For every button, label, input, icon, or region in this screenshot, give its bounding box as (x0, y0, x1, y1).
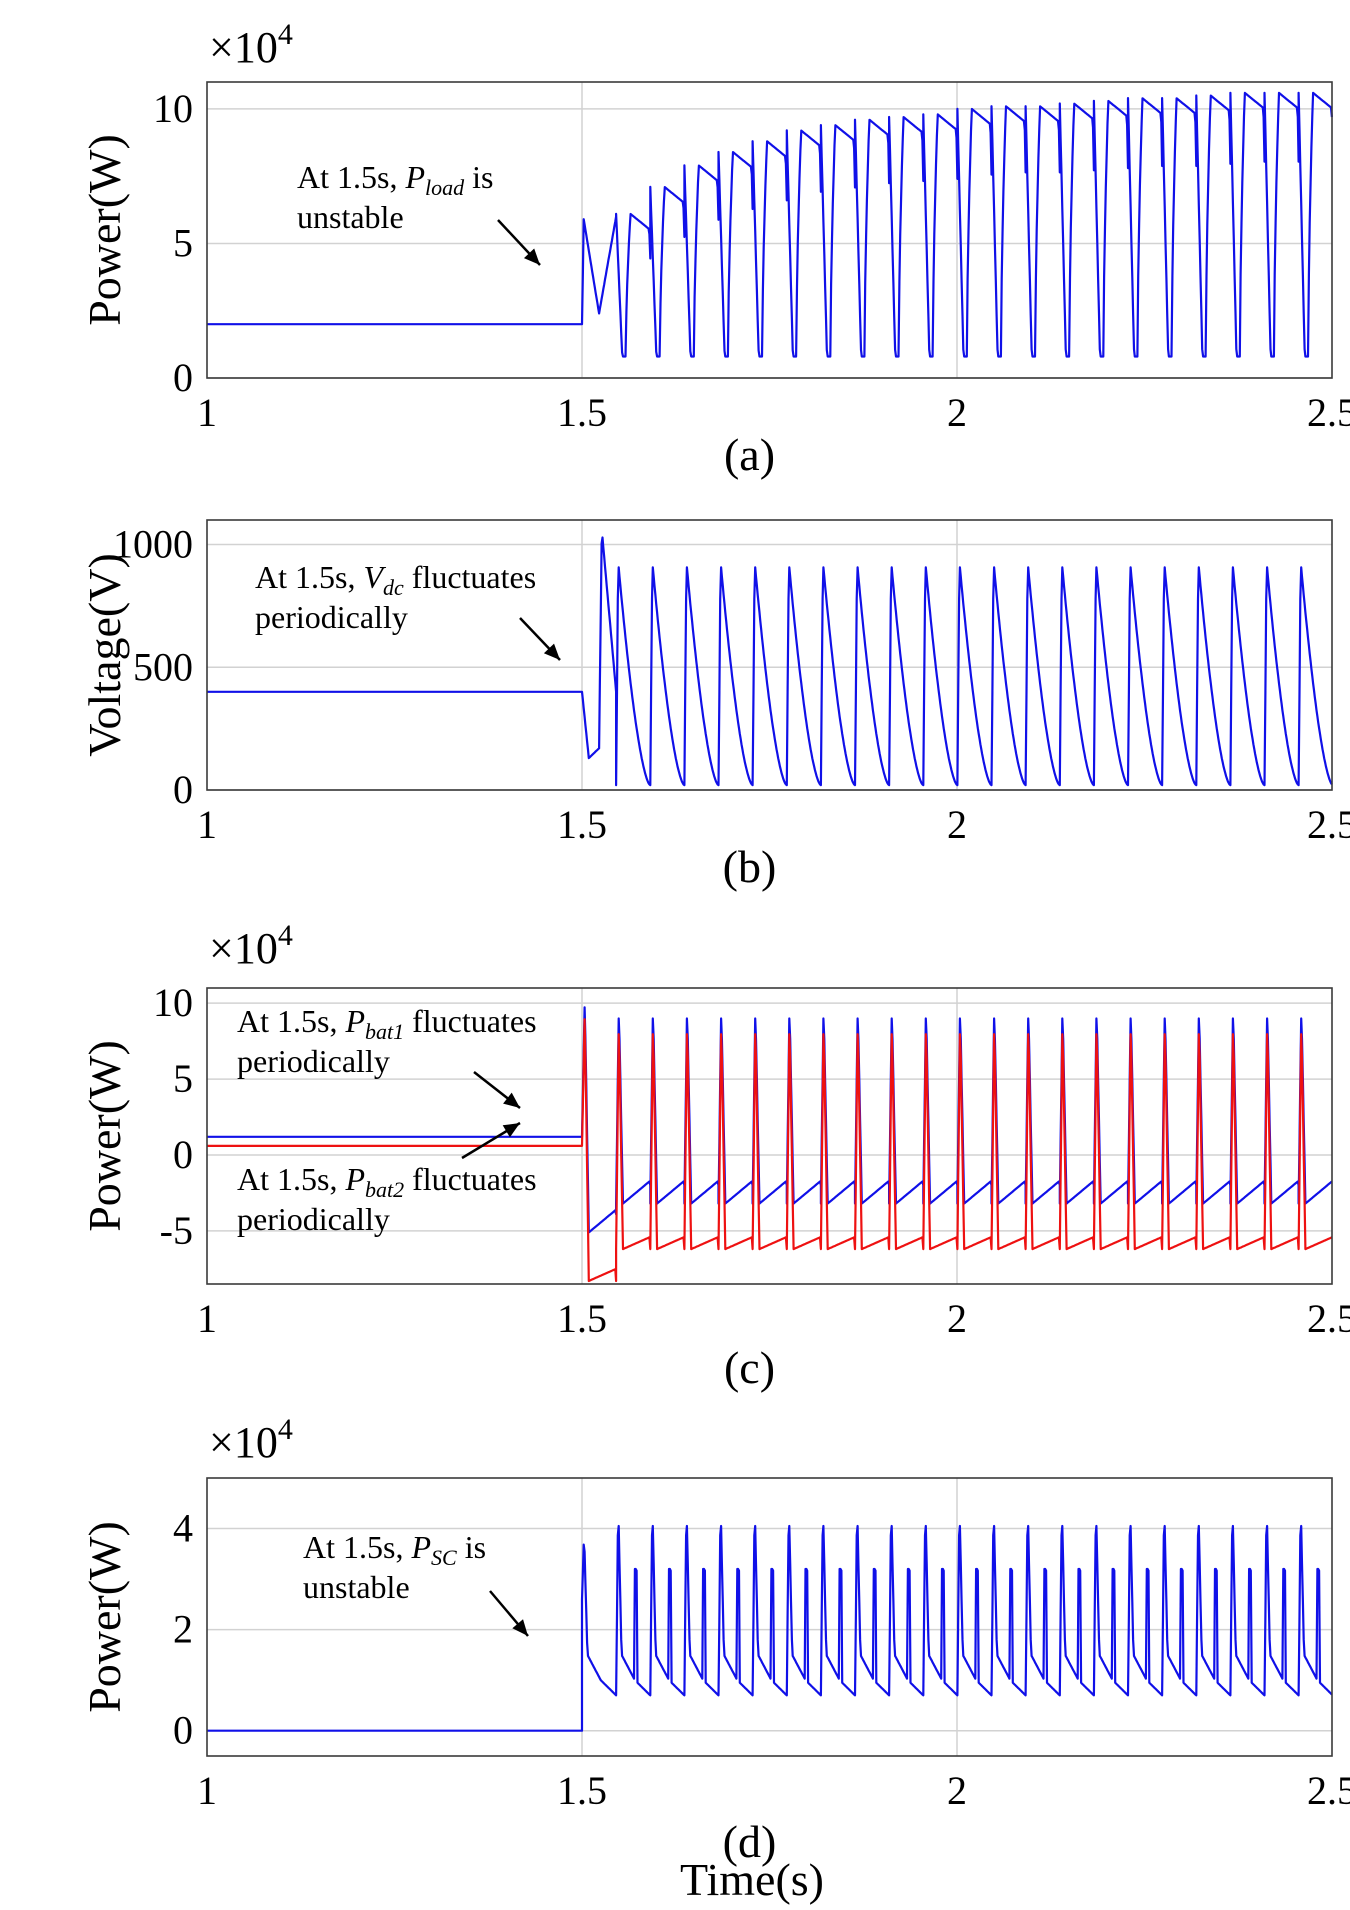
y-tick-label: 500 (133, 644, 193, 689)
arrow-head (503, 1092, 520, 1108)
annotation-text: At 1.5s, Pload is (297, 159, 493, 200)
axis-multiplier: ×104 (209, 919, 293, 973)
arrow-head (523, 248, 540, 265)
x-tick-label: 1 (197, 802, 217, 847)
y-tick-label: 5 (173, 220, 193, 265)
x-tick-label: 1.5 (557, 802, 607, 847)
panel-caption: (d) (723, 1816, 777, 1867)
series-P_bat1 (207, 1006, 1333, 1234)
x-tick-label: 2 (947, 1296, 967, 1341)
plot-frame (206, 987, 1333, 1285)
y-tick-label: 0 (173, 767, 193, 812)
x-tick-label: 2.5 (1307, 1768, 1350, 1813)
x-tick-label: 1 (197, 1296, 217, 1341)
annotation-text: At 1.5s, Pbat1 fluctuates (237, 1003, 537, 1044)
annotation-text: unstable (297, 199, 404, 235)
axis-multiplier: ×104 (209, 18, 293, 72)
y-axis-label: Power(W) (79, 1521, 130, 1713)
chart-d: 1 1.5 2 2.5 0 2 4 Power(W) ×104 (d) At 1.5s, PSC i… (79, 1413, 1350, 1867)
y-tick-label: 4 (173, 1506, 193, 1551)
x-tick-label: 2 (947, 802, 967, 847)
panel-caption: (b) (723, 841, 777, 892)
annotation-text: periodically (255, 599, 408, 635)
y-tick-label: 10 (153, 980, 193, 1025)
y-axis-label: Voltage(V) (79, 553, 130, 757)
series-V_dc (207, 536, 1333, 787)
chart-c: 1 1.5 2 2.5 -5 0 5 10 Power(W) ×104 (c) At 1.5s, Pb… (79, 919, 1350, 1393)
annotation-text: unstable (303, 1569, 410, 1605)
arrow-head (502, 1123, 520, 1138)
plot-frame (206, 81, 1333, 379)
x-tick-label: 2 (947, 390, 967, 435)
x-tick-label: 1.5 (557, 390, 607, 435)
y-tick-label: 10 (153, 86, 193, 131)
y-tick-label: 1000 (113, 522, 193, 567)
x-axis-label: Time(s) (680, 1854, 824, 1905)
series-P_SC (207, 1524, 1333, 1732)
series-P_load (207, 91, 1333, 358)
y-tick-label: 2 (173, 1607, 193, 1652)
annotation-text: At 1.5s, Pbat2 fluctuates (237, 1161, 537, 1202)
chart-a: 1 1.5 2 2.5 0 5 10 Power(W) ×104 (a) At 1.5s, Ploa… (79, 18, 1350, 480)
arrow-head (543, 643, 560, 660)
x-tick-label: 2.5 (1307, 390, 1350, 435)
y-tick-label: 5 (173, 1056, 193, 1101)
x-tick-label: 1 (197, 390, 217, 435)
annotation-text: periodically (237, 1043, 390, 1079)
x-tick-label: 2.5 (1307, 802, 1350, 847)
plot-frame (206, 1477, 1333, 1757)
y-axis-label: Power(W) (79, 134, 130, 326)
annotation-text: At 1.5s, Vdc fluctuates (255, 559, 536, 600)
x-tick-label: 2 (947, 1768, 967, 1813)
panel-caption: (a) (724, 429, 775, 480)
y-tick-label: -5 (160, 1208, 193, 1253)
arrow-head (512, 1619, 528, 1636)
axis-multiplier: ×104 (209, 1413, 293, 1467)
panel-caption: (c) (724, 1342, 775, 1393)
x-tick-label: 2.5 (1307, 1296, 1350, 1341)
x-tick-label: 1.5 (557, 1296, 607, 1341)
plot-frame (206, 519, 1333, 791)
annotation-text: periodically (237, 1201, 390, 1237)
y-axis-label: Power(W) (79, 1040, 130, 1232)
series-P_bat2 (207, 1018, 1333, 1283)
y-tick-label: 0 (173, 1132, 193, 1177)
annotation-text: At 1.5s, PSC is (303, 1529, 486, 1570)
y-tick-label: 0 (173, 1708, 193, 1753)
x-tick-label: 1.5 (557, 1768, 607, 1813)
x-tick-label: 1 (197, 1768, 217, 1813)
y-tick-label: 0 (173, 355, 193, 400)
